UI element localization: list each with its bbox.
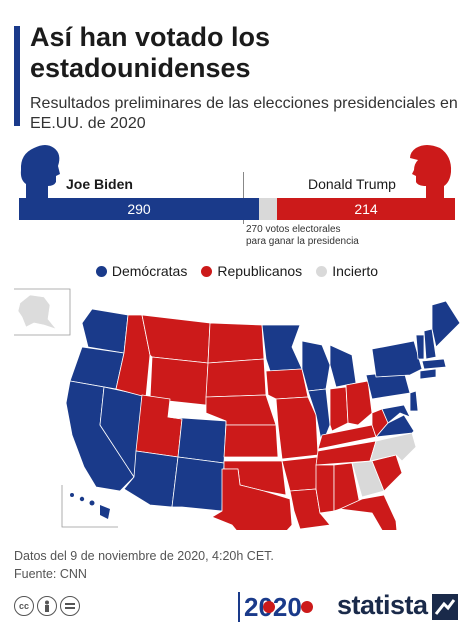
state-CT	[419, 368, 437, 380]
threshold-note-line1: 270 votos electorales	[246, 224, 341, 235]
state-IN	[329, 386, 349, 432]
license-icons: cc	[14, 596, 80, 616]
state-NJ	[409, 390, 419, 412]
us-election-map	[14, 288, 461, 530]
legend-label-unc: Incierto	[332, 263, 379, 279]
trump-votes: 214	[354, 201, 378, 217]
legend: Demócratas Republicanos Incierto	[0, 262, 474, 280]
trump-bar: 214	[277, 198, 455, 220]
state-OH	[345, 380, 373, 426]
state-HI-4	[100, 505, 110, 519]
results-panel: Joe Biden Donald Trump 290 214 270 votos…	[0, 140, 474, 250]
title-accent-bar	[14, 26, 20, 126]
alaska-inset	[14, 288, 71, 336]
legend-dot-rep	[201, 265, 213, 277]
state-MS	[315, 464, 335, 514]
state-MN	[261, 324, 303, 372]
state-WI	[301, 340, 331, 392]
state-IA	[265, 368, 309, 400]
state-UT	[135, 394, 183, 458]
state-SD	[205, 358, 267, 398]
election-2020-logo: 2020	[238, 592, 313, 622]
state-AK	[17, 294, 57, 330]
date-note: Datos del 9 de noviembre de 2020, 4:20h …	[14, 549, 274, 563]
biden-votes: 290	[127, 201, 151, 217]
footer-notes: Datos del 9 de noviembre de 2020, 4:20h …	[14, 547, 274, 583]
threshold-note: 270 votos electorales para ganar la pres…	[246, 224, 359, 248]
threshold-note-line2: para ganar la presidencia	[246, 236, 359, 247]
state-MD	[381, 404, 411, 424]
hawaii-inset	[61, 485, 118, 528]
state-MA	[421, 358, 447, 370]
state-NM	[171, 456, 225, 512]
biden-name: Joe Biden	[66, 176, 133, 192]
legend-dot-unc	[316, 265, 328, 277]
state-HI-1	[70, 493, 74, 497]
page-subtitle: Resultados preliminares de las eleccione…	[30, 95, 458, 132]
source-note: Fuente: CNN	[14, 567, 87, 581]
biden-silhouette-icon	[20, 145, 60, 198]
state-MI	[329, 344, 357, 388]
state-MO	[275, 396, 319, 460]
legend-item-dem: Demócratas	[95, 262, 188, 280]
by-icon[interactable]	[37, 596, 57, 616]
state-ME	[431, 300, 461, 348]
state-VT	[415, 334, 425, 360]
state-HI-3	[89, 500, 95, 506]
state-AR	[281, 456, 319, 492]
statista-logo-icon[interactable]	[432, 594, 458, 620]
statista-brand[interactable]: statista	[337, 590, 428, 620]
biden-bar: 290	[19, 198, 259, 220]
state-NH	[423, 328, 437, 360]
state-TX	[211, 468, 293, 530]
state-HI-2	[79, 496, 85, 502]
cc-icon[interactable]: cc	[14, 596, 34, 616]
legend-item-rep: Republicanos	[201, 262, 302, 280]
state-ND	[207, 322, 265, 364]
trump-name: Donald Trump	[308, 176, 396, 192]
state-FL	[339, 494, 398, 530]
state-MT	[141, 314, 211, 364]
uncertain-bar	[259, 198, 277, 220]
legend-label-dem: Demócratas	[111, 263, 188, 279]
nd-icon[interactable]	[60, 596, 80, 616]
state-KS	[223, 424, 279, 458]
state-NY	[371, 340, 423, 378]
legend-label-rep: Republicanos	[217, 263, 303, 279]
trump-silhouette-icon	[410, 145, 452, 198]
legend-item-unc: Incierto	[316, 262, 378, 280]
state-WA	[81, 308, 129, 354]
state-VA	[375, 414, 415, 438]
page-title: Así han votado los estadounidenses	[30, 22, 271, 83]
legend-dot-dem	[95, 265, 107, 277]
